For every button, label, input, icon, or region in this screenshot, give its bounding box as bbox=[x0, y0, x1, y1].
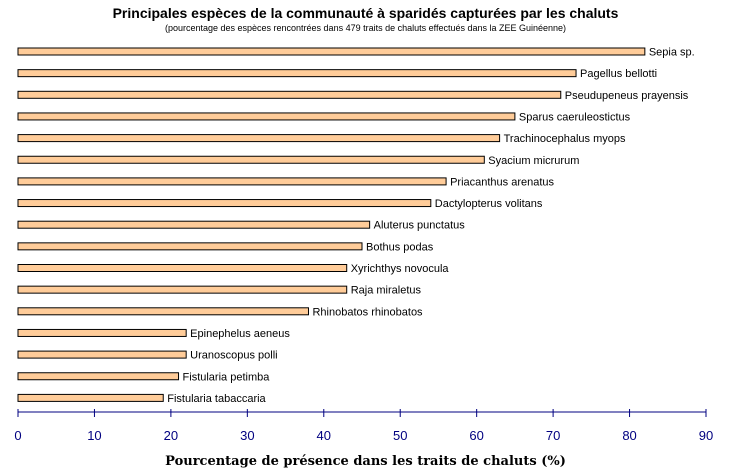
bar-label: Xyrichthys novocula bbox=[351, 263, 450, 275]
x-axis-label: Pourcentage de présence dans les traits … bbox=[165, 454, 566, 469]
bar bbox=[17, 328, 187, 337]
x-tick-label: 0 bbox=[14, 428, 21, 443]
x-tick-label: 50 bbox=[393, 428, 407, 443]
bar bbox=[17, 350, 187, 359]
x-tick-label: 90 bbox=[699, 428, 713, 443]
x-tick-label: 80 bbox=[622, 428, 636, 443]
bar-label: Bothus podas bbox=[366, 241, 434, 253]
x-tick-label: 70 bbox=[546, 428, 560, 443]
bar-label: Sparus caeruleostictus bbox=[519, 111, 631, 123]
bar-label: Trachinocephalus myops bbox=[504, 133, 626, 145]
bar bbox=[17, 90, 562, 99]
bar-label: Aluterus punctatus bbox=[374, 220, 466, 232]
bar bbox=[17, 307, 309, 316]
bar bbox=[17, 199, 432, 208]
bar bbox=[17, 134, 501, 143]
bar bbox=[17, 47, 646, 56]
bar-label: Rhinobatos rhinobatos bbox=[312, 306, 423, 318]
bar-label: Raja miraletus bbox=[351, 285, 422, 297]
bar-label: Priacanthus arenatus bbox=[450, 176, 554, 188]
bar bbox=[17, 155, 485, 164]
bar-label: Epinephelus aeneus bbox=[190, 328, 290, 340]
bar bbox=[17, 264, 348, 272]
bar-label: Sepia sp. bbox=[649, 47, 695, 59]
bar-label: Fistularia petimba bbox=[183, 371, 271, 383]
bar bbox=[17, 242, 363, 251]
bar bbox=[17, 285, 348, 294]
bar-label: Dactylopterus volitans bbox=[435, 198, 543, 210]
bar bbox=[17, 177, 447, 186]
x-tick-label: 40 bbox=[317, 428, 331, 443]
bar-label: Uranoscopus polli bbox=[190, 350, 277, 362]
chart-title: Principales espèces de la communauté à s… bbox=[112, 5, 619, 21]
bar bbox=[17, 69, 577, 78]
bar-label: Fistularia tabaccaria bbox=[167, 393, 266, 405]
chart-subtitle: (pourcentage des espèces rencontrées dan… bbox=[164, 23, 567, 33]
bar bbox=[17, 220, 371, 229]
bar bbox=[17, 112, 516, 121]
bar-label: Pseudupeneus prayensis bbox=[565, 90, 689, 102]
x-tick-label: 60 bbox=[469, 428, 483, 443]
bar-label: Pagellus bellotti bbox=[580, 68, 657, 80]
bar bbox=[17, 393, 164, 402]
x-tick-label: 20 bbox=[164, 428, 178, 443]
x-tick-label: 10 bbox=[87, 428, 101, 443]
bar-label: Syacium micrurum bbox=[488, 155, 579, 167]
x-tick-label: 30 bbox=[240, 428, 254, 443]
bar bbox=[17, 372, 180, 381]
